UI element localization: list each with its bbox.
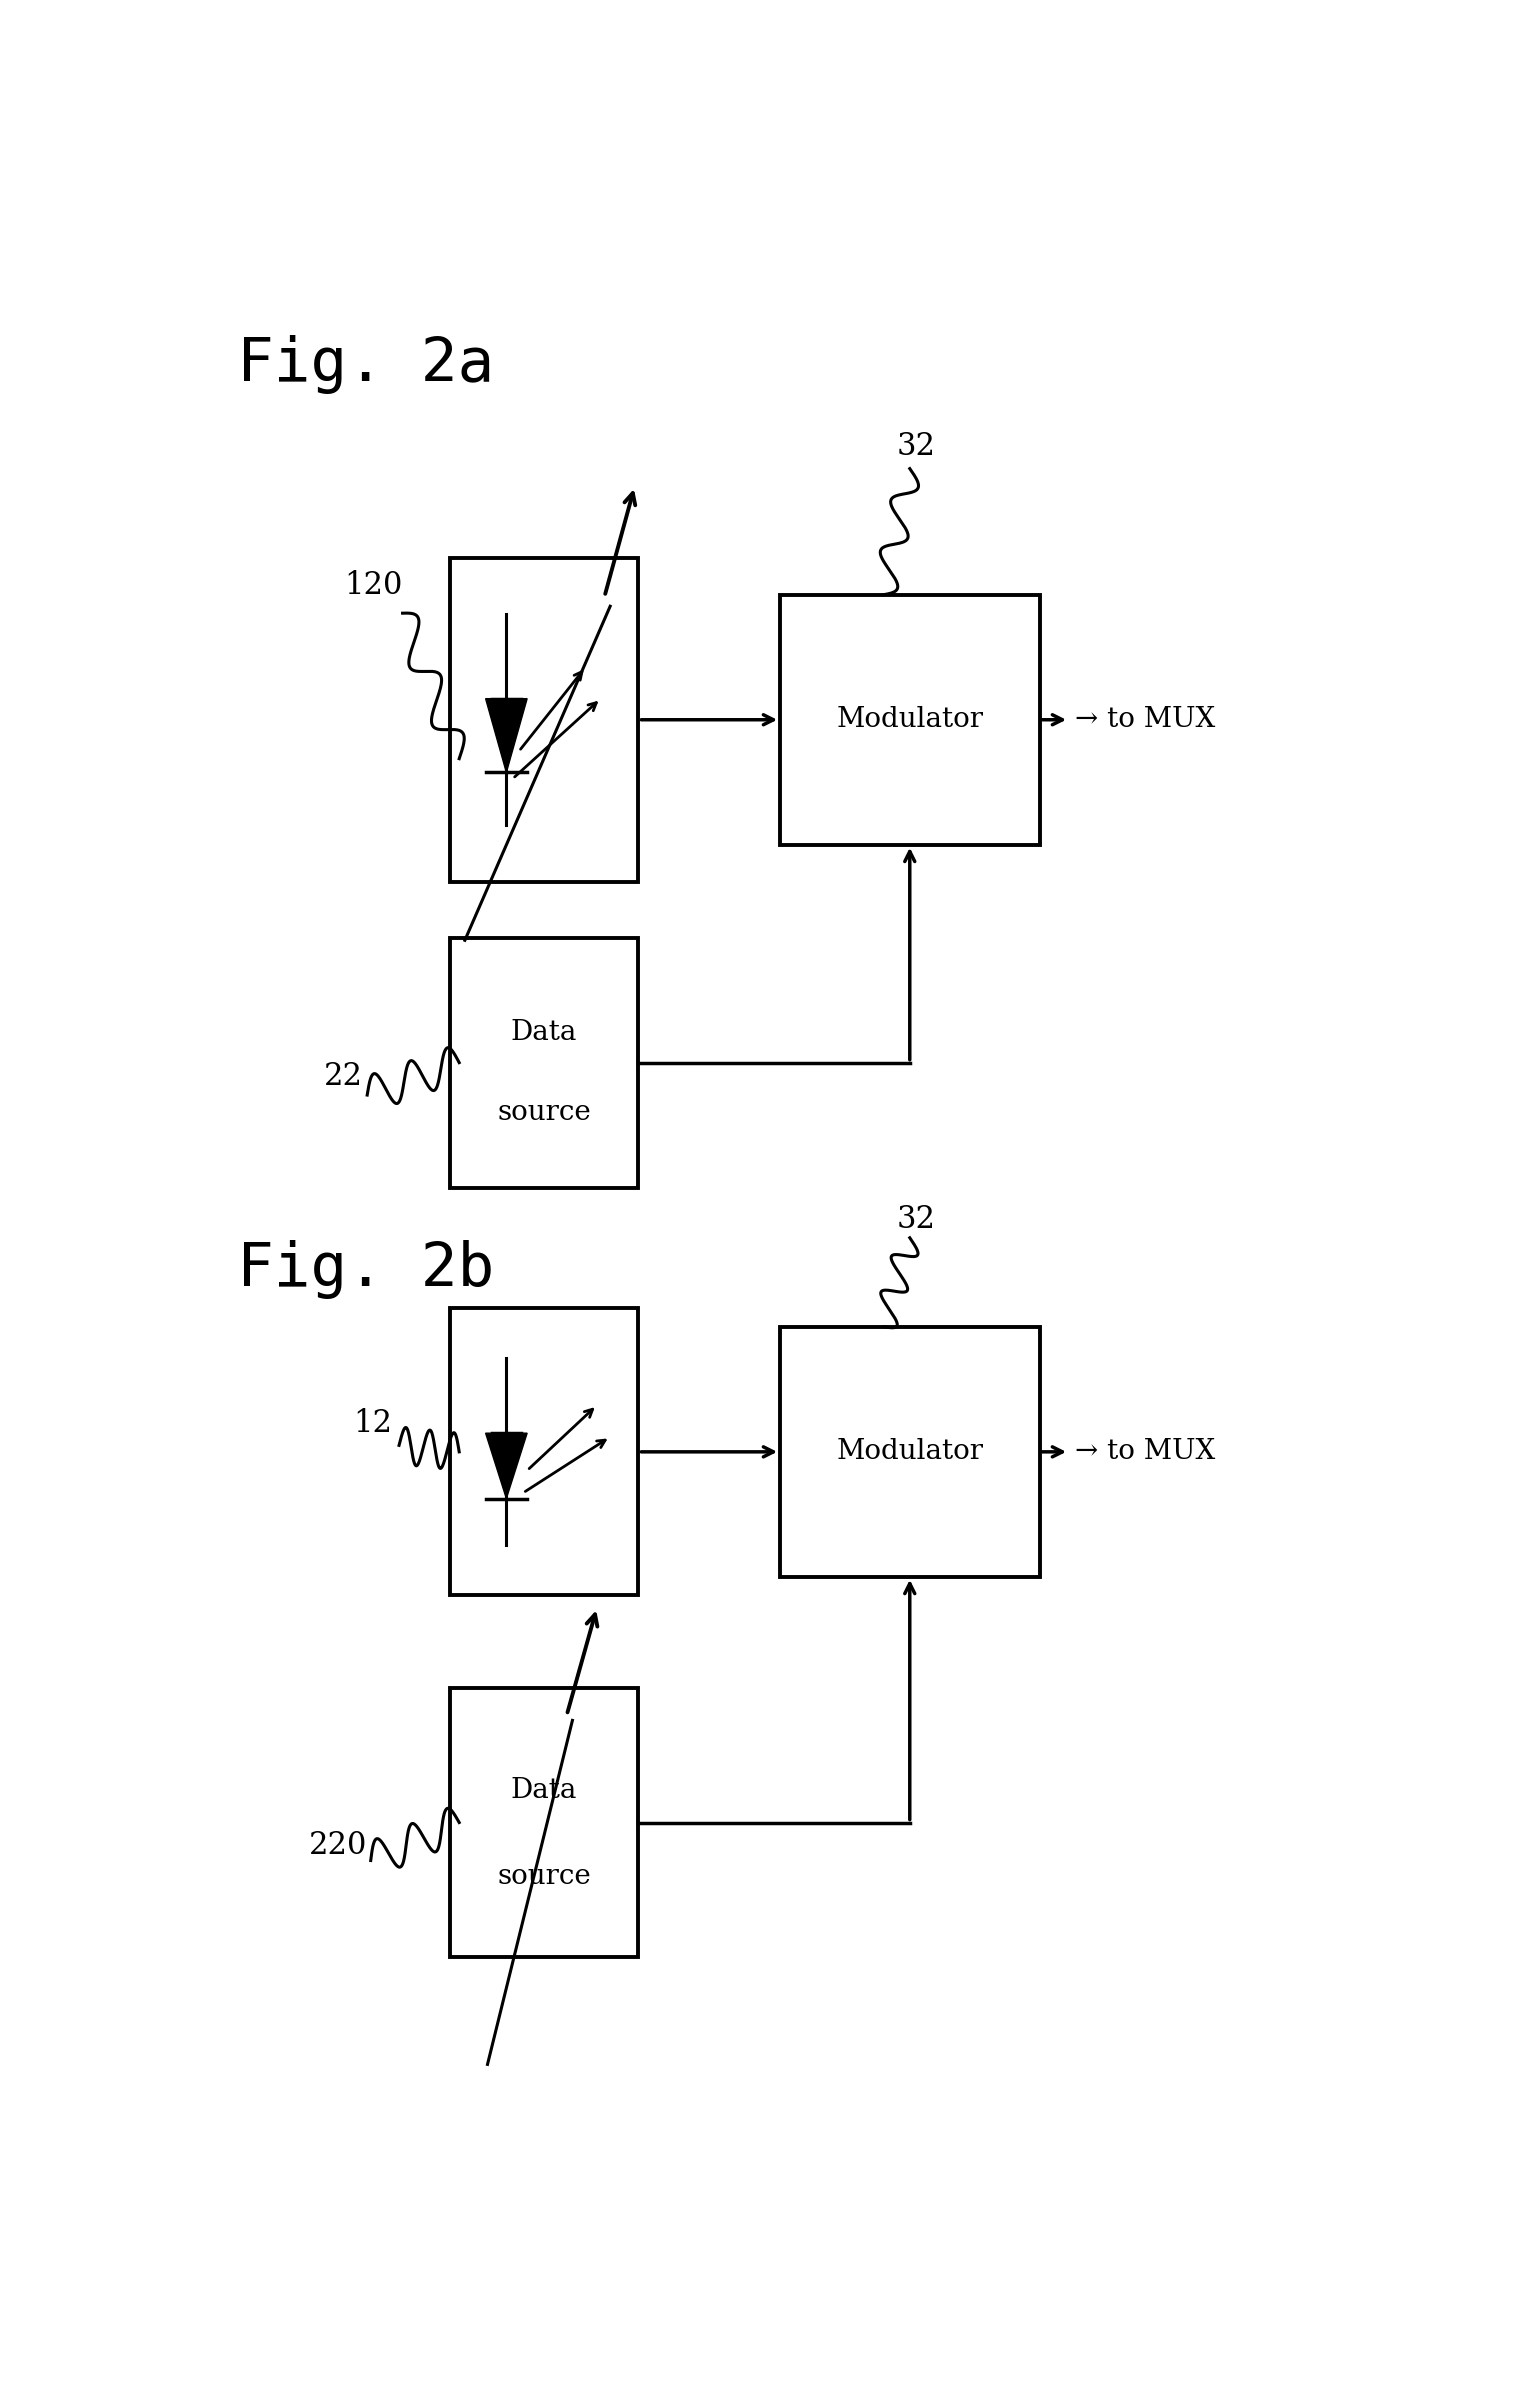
Text: 22: 22 <box>324 1061 364 1093</box>
Polygon shape <box>486 698 527 773</box>
Text: Modulator: Modulator <box>836 705 983 734</box>
Bar <box>451 1687 639 1957</box>
Text: Data: Data <box>511 1018 577 1047</box>
Text: Modulator: Modulator <box>836 1439 983 1466</box>
Bar <box>779 595 1040 845</box>
Text: → to MUX: → to MUX <box>1075 705 1215 734</box>
Polygon shape <box>486 1432 527 1500</box>
Text: Fig. 2a: Fig. 2a <box>237 335 495 395</box>
Bar <box>779 1326 1040 1577</box>
Text: source: source <box>498 1100 591 1126</box>
Text: Data: Data <box>511 1776 577 1803</box>
Text: 12: 12 <box>353 1408 393 1439</box>
Bar <box>451 558 639 881</box>
Text: → to MUX: → to MUX <box>1075 1439 1215 1466</box>
Text: 32: 32 <box>896 1204 935 1235</box>
Bar <box>451 1309 639 1596</box>
Text: Fig. 2b: Fig. 2b <box>237 1240 495 1300</box>
Text: 220: 220 <box>309 1829 367 1861</box>
Text: 120: 120 <box>344 570 402 602</box>
Text: 32: 32 <box>896 431 935 462</box>
Bar <box>451 939 639 1187</box>
Text: source: source <box>498 1863 591 1889</box>
